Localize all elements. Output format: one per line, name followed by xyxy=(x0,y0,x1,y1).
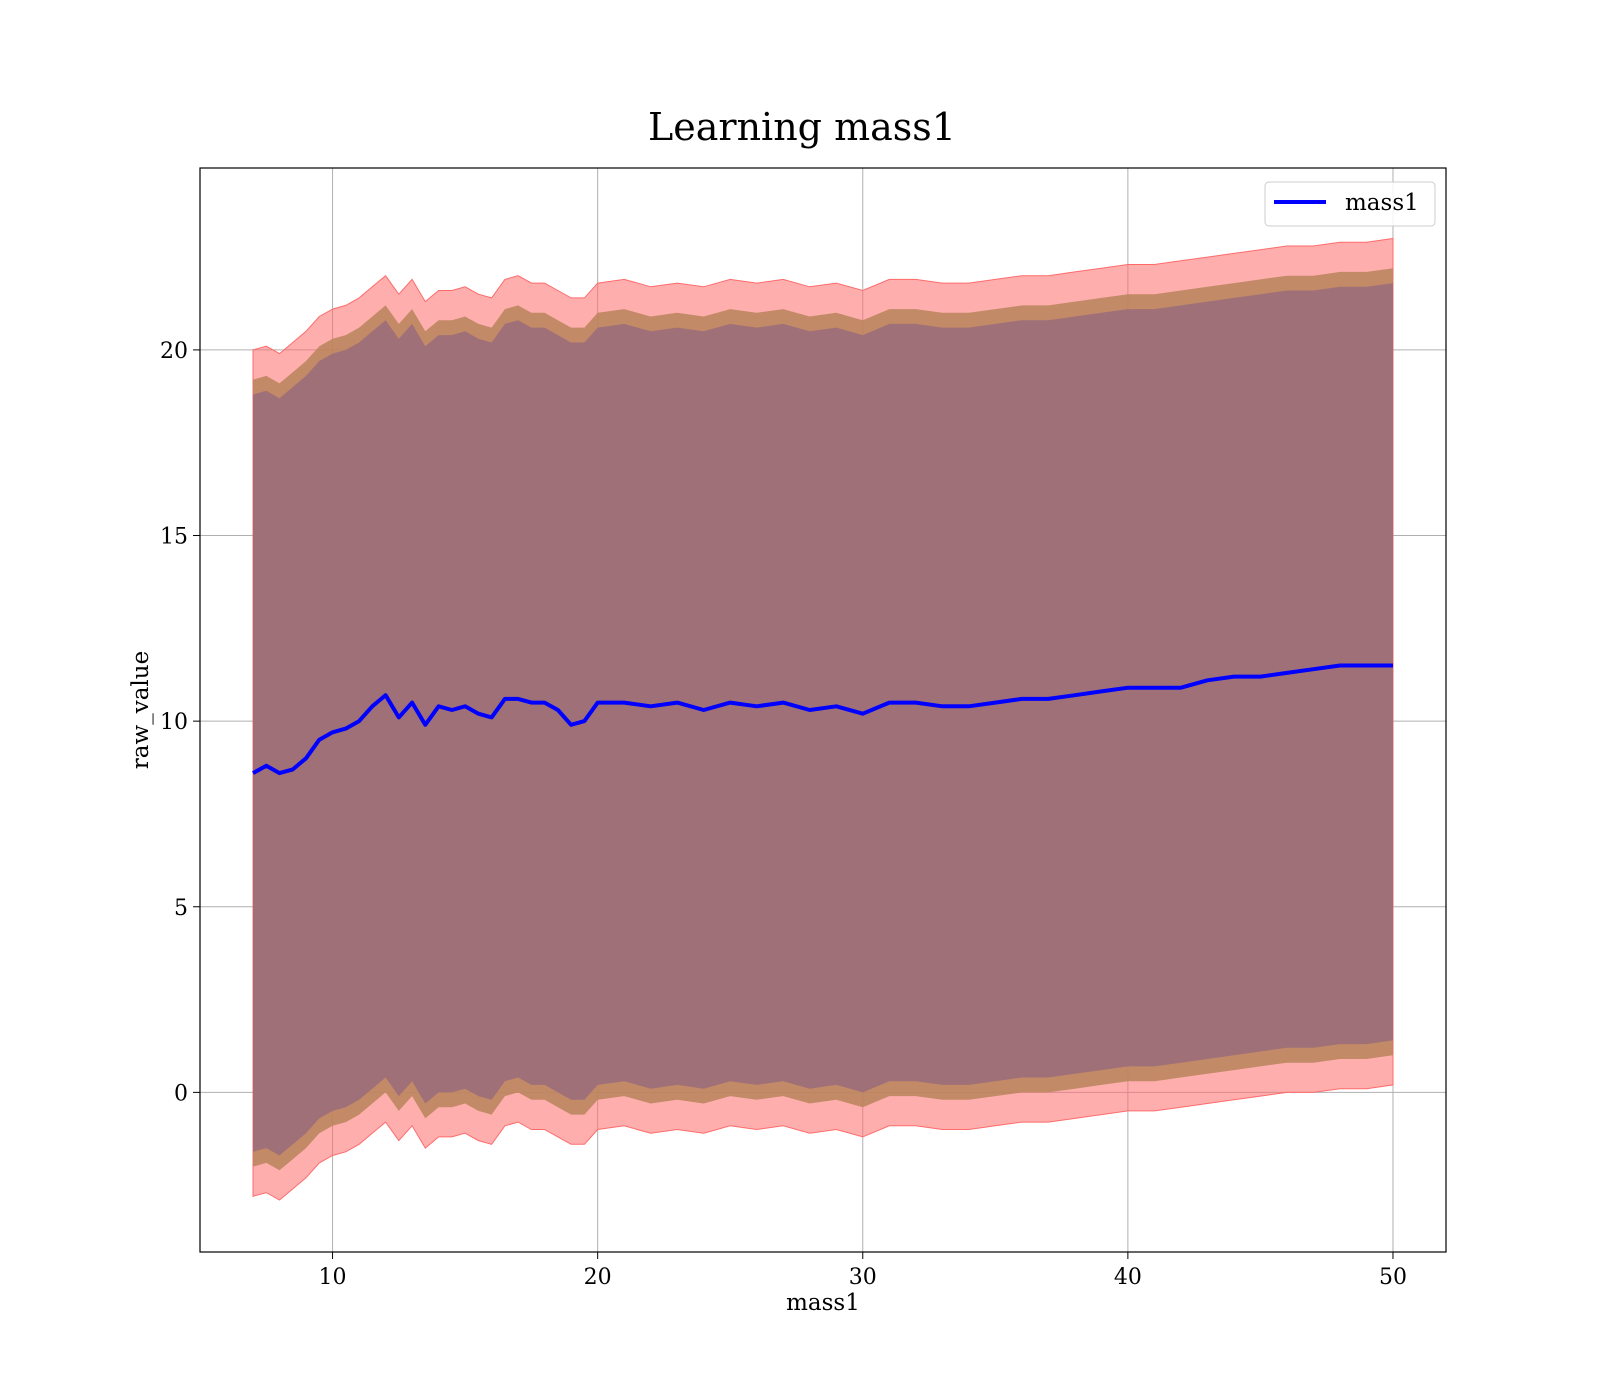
x-tick-label: 50 xyxy=(1379,1265,1407,1290)
series-line-mass1 xyxy=(252,663,1393,776)
legend-label: mass1 xyxy=(1345,190,1419,216)
legend-box xyxy=(1264,181,1436,227)
plot-area: 10 20 30 40 50 0 5 10 15 20 xyxy=(160,168,1446,1290)
y-tick-label: 15 xyxy=(160,525,188,550)
chart-title: Learning mass1 xyxy=(648,105,956,149)
x-tick-label: 20 xyxy=(584,1265,612,1290)
y-tick-label: 5 xyxy=(174,896,188,921)
x-tick-label: 10 xyxy=(319,1265,347,1290)
legend: mass1 xyxy=(1264,181,1436,227)
plot-frame xyxy=(199,167,1447,1253)
x-tick-label: 40 xyxy=(1114,1265,1142,1290)
x-tick-label: 30 xyxy=(849,1265,877,1290)
y-axis-label: raw_value xyxy=(128,651,154,769)
y-tick-label: 10 xyxy=(160,710,188,735)
y-tick-label: 20 xyxy=(160,339,188,364)
band-inner xyxy=(253,283,1393,1156)
y-tick-label: 0 xyxy=(174,1081,188,1106)
x-axis-label: mass1 xyxy=(786,1290,860,1316)
